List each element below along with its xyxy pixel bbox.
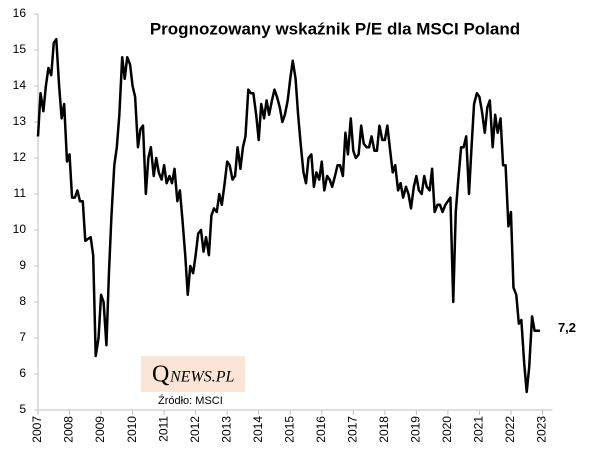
x-tick-label: 2010 — [125, 416, 139, 443]
x-tick-label: 2012 — [188, 416, 202, 443]
y-tick-label: 5 — [19, 402, 26, 416]
x-tick-label: 2017 — [345, 416, 359, 443]
y-tick-label: 7 — [19, 330, 26, 344]
y-tick-label: 10 — [13, 222, 27, 236]
y-tick-label: 11 — [14, 186, 27, 200]
y-tick-label: 15 — [13, 42, 27, 56]
x-tick-label: 2008 — [62, 416, 76, 443]
x-tick-label: 2011 — [156, 416, 170, 442]
x-tick-label: 2007 — [30, 416, 44, 443]
x-tick-label: 2020 — [440, 416, 454, 443]
y-tick-label: 12 — [13, 150, 27, 164]
value-label: 7,2 — [558, 320, 576, 335]
x-tick-label: 2009 — [93, 416, 107, 443]
x-tick-label: 2022 — [503, 416, 517, 443]
logo-box — [141, 356, 245, 392]
logo-initial: Q — [152, 362, 169, 388]
source: Źródło: MSCI — [158, 394, 223, 407]
x-tick-label: 2021 — [472, 416, 486, 443]
x-tick-label: 2019 — [409, 416, 423, 443]
y-tick-label: 8 — [19, 294, 26, 308]
logo-text: NEWS.PL — [169, 369, 235, 386]
x-tick-label: 2018 — [377, 416, 391, 443]
chart-title: Prognozowany wskaźnik P/E dla MSCI Polan… — [150, 19, 520, 38]
y-tick-label: 13 — [13, 114, 27, 128]
y-tick-label: 16 — [13, 6, 27, 20]
series-line — [36, 37, 540, 394]
x-tick-label: 2016 — [314, 416, 328, 443]
y-tick-label: 14 — [13, 78, 27, 92]
y-tick-label: 9 — [19, 258, 26, 272]
y-tick-label: 6 — [19, 366, 26, 380]
x-tick-label: 2014 — [251, 416, 265, 443]
x-tick-label: 2013 — [219, 416, 233, 443]
x-tick-label: 2023 — [535, 416, 549, 443]
x-tick-label: 2015 — [282, 416, 296, 443]
